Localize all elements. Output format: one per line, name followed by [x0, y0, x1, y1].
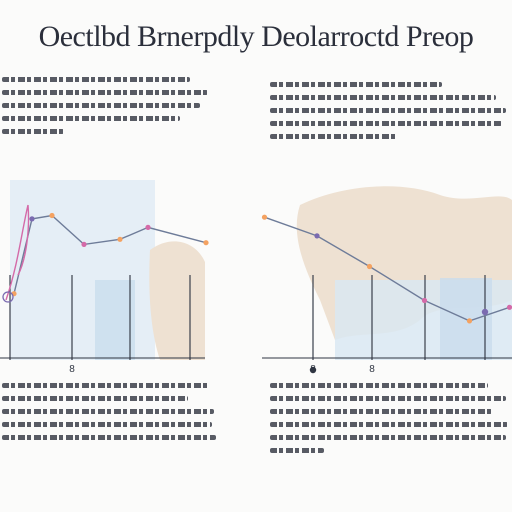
data-point	[49, 212, 55, 219]
data-point	[366, 263, 373, 270]
data-point	[117, 236, 123, 242]
series-spike	[5, 204, 30, 301]
left-body-text	[2, 77, 212, 142]
right-body-text	[270, 82, 508, 147]
right-footer-text	[270, 383, 510, 461]
data-point	[29, 216, 35, 222]
data-point	[203, 240, 209, 246]
right-chart-background	[296, 186, 512, 360]
data-point	[314, 233, 320, 239]
left-chart-background	[10, 180, 205, 360]
data-point	[466, 318, 473, 324]
left-footer-text	[2, 383, 216, 448]
x-tick-label: 8	[69, 364, 75, 375]
left-land-shape	[149, 241, 205, 360]
series-line	[264, 216, 510, 322]
data-point	[145, 224, 151, 230]
x-tick-label: 8	[369, 364, 375, 375]
left-panel-block	[95, 280, 135, 360]
data-point	[421, 297, 428, 304]
page-title: Oectlbd Brnerpdly Deolarroctd Preop	[38, 20, 474, 53]
data-point	[506, 304, 512, 310]
data-point	[261, 214, 268, 220]
data-point	[2, 291, 14, 303]
tick-dot	[309, 366, 317, 374]
data-point	[81, 241, 87, 247]
left-chart: 8	[0, 204, 209, 375]
data-point	[481, 308, 489, 316]
right-chart: 88	[261, 214, 512, 375]
